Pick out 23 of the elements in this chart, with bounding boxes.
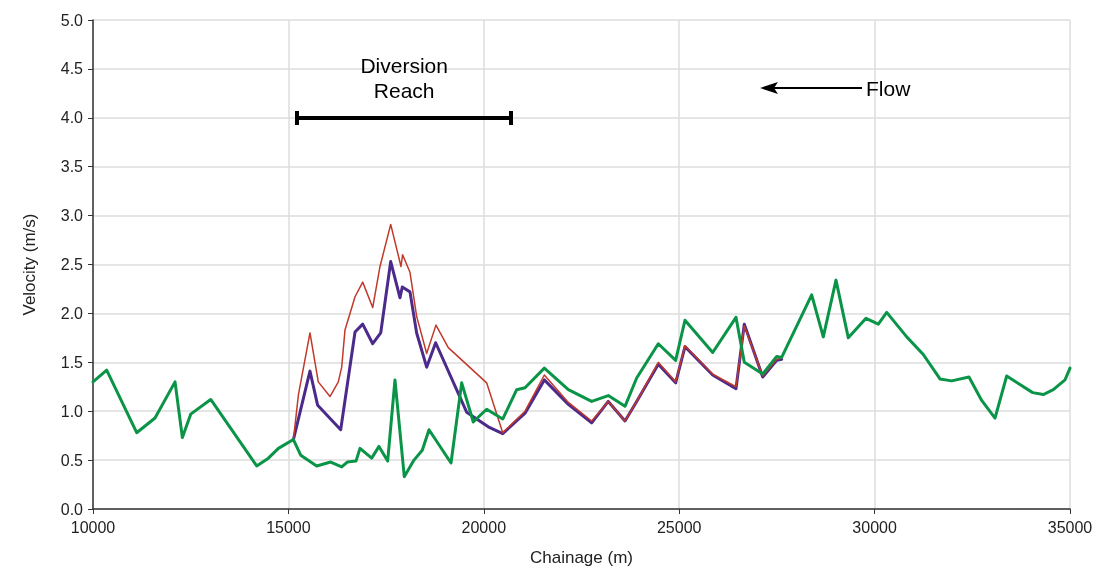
y-tick-label: 0.0 <box>60 500 84 518</box>
annotation: Diversion Reach <box>359 52 449 103</box>
line-series <box>292 223 783 441</box>
y-tick-label: 3.5 <box>60 158 84 176</box>
y-tick-label: 2.5 <box>60 256 84 273</box>
x-tick-label: 10000 <box>70 518 116 536</box>
x-tick-label: 30000 <box>852 518 897 536</box>
y-tick-label: 1.5 <box>60 353 84 371</box>
y-tick-label: 0.5 <box>60 451 84 469</box>
y-tick-label: 5.0 <box>60 11 84 29</box>
y-tick-label: 1.0 <box>60 402 84 420</box>
annotation: Flow <box>866 76 911 101</box>
x-tick-label: 25000 <box>656 518 702 536</box>
x-tick-label: 15000 <box>266 518 311 536</box>
x-tick-label: 20000 <box>461 518 507 536</box>
y-tick-label: 4.0 <box>60 109 84 127</box>
line-series <box>91 278 1072 479</box>
y-tick-label: 4.5 <box>60 60 84 78</box>
x-tick-label: 35000 <box>1047 518 1093 536</box>
x-axis-title: Chainage (m) <box>530 548 633 567</box>
y-axis-title: Velocity (m/s) <box>20 213 39 316</box>
y-tick-label: 2.0 <box>60 304 84 322</box>
y-tick-label: 3.0 <box>60 207 84 225</box>
